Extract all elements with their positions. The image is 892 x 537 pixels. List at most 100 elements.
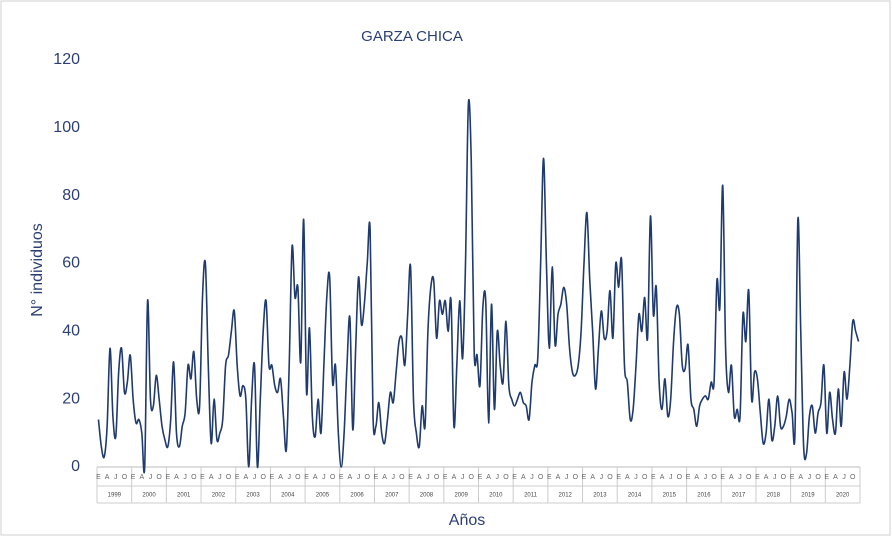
chart-title: GARZA CHICA: [361, 28, 463, 45]
x-tick-label: O: [815, 474, 821, 481]
x-tick-label: E: [824, 474, 829, 481]
x-tick-label: A: [174, 474, 179, 481]
year-label: 2009: [454, 493, 468, 499]
x-tick-label: E: [270, 474, 275, 481]
x-tick-label: A: [105, 474, 110, 481]
x-tick-label: A: [833, 474, 838, 481]
x-tick-label: J: [808, 474, 812, 481]
x-tick-label: J: [114, 474, 118, 481]
x-tick-label: J: [287, 474, 291, 481]
x-tick-label: J: [357, 474, 361, 481]
x-tick-label: E: [755, 474, 760, 481]
x-tick-label: J: [634, 474, 638, 481]
year-label: 2020: [836, 493, 850, 499]
x-tick-label: E: [686, 474, 691, 481]
x-tick-label: A: [417, 474, 422, 481]
year-label: 2004: [281, 493, 295, 499]
y-tick-label: 80: [62, 187, 80, 204]
x-tick-label: E: [651, 474, 656, 481]
x-tick-label: E: [478, 474, 483, 481]
x-tick-label: J: [461, 474, 465, 481]
x-axis-label: Años: [449, 512, 485, 529]
x-tick-label: O: [746, 474, 752, 481]
year-label: 2005: [316, 493, 330, 499]
year-label: 2017: [732, 493, 746, 499]
x-tick-label: E: [512, 474, 517, 481]
x-tick-label: A: [798, 474, 803, 481]
x-tick-label: E: [235, 474, 240, 481]
x-tick-label: O: [781, 474, 787, 481]
x-tick-label: O: [226, 474, 232, 481]
x-tick-label: O: [156, 474, 162, 481]
x-tick-label: E: [96, 474, 101, 481]
x-tick-label: J: [842, 474, 846, 481]
y-tick-label: 100: [53, 119, 80, 136]
x-tick-label: E: [339, 474, 344, 481]
x-tick-label: A: [313, 474, 318, 481]
year-label: 2010: [489, 493, 503, 499]
x-tick-label: A: [139, 474, 144, 481]
year-label: 2012: [559, 493, 573, 499]
data-line: [97, 98, 860, 474]
x-tick-label: O: [677, 474, 683, 481]
x-tick-label: E: [720, 474, 725, 481]
x-tick-label: A: [486, 474, 491, 481]
year-label: 2001: [177, 493, 191, 499]
x-tick-label: J: [391, 474, 395, 481]
x-tick-label: O: [260, 474, 266, 481]
x-tick-label: E: [582, 474, 587, 481]
year-label: 2007: [385, 493, 399, 499]
x-tick-label: O: [573, 474, 579, 481]
x-tick-label: E: [443, 474, 448, 481]
x-tick-label: J: [738, 474, 742, 481]
x-tick-label: J: [253, 474, 257, 481]
year-label: 2015: [663, 493, 677, 499]
x-tick-label: O: [365, 474, 371, 481]
x-tick-label: O: [191, 474, 197, 481]
x-tick-label: A: [521, 474, 526, 481]
x-tick-label: O: [330, 474, 336, 481]
x-tick-label: A: [729, 474, 734, 481]
year-label: 2014: [628, 493, 642, 499]
x-tick-label: A: [278, 474, 283, 481]
y-axis-label: N° individuos: [29, 223, 46, 317]
x-tick-label: O: [642, 474, 648, 481]
x-tick-label: A: [348, 474, 353, 481]
x-tick-label: A: [452, 474, 457, 481]
x-tick-label: J: [704, 474, 708, 481]
x-tick-label: J: [183, 474, 187, 481]
y-tick-label: 20: [62, 390, 80, 407]
x-tick-label: J: [496, 474, 500, 481]
x-tick-label: A: [209, 474, 214, 481]
x-tick-label: O: [607, 474, 613, 481]
x-tick-label: O: [295, 474, 301, 481]
x-tick-label: E: [790, 474, 795, 481]
year-label: 2018: [767, 493, 781, 499]
x-tick-label: E: [165, 474, 170, 481]
x-tick-label: E: [408, 474, 413, 481]
x-tick-label: E: [200, 474, 205, 481]
x-tick-label: A: [694, 474, 699, 481]
year-label: 2013: [593, 493, 607, 499]
x-tick-label: O: [538, 474, 544, 481]
x-tick-label: E: [131, 474, 136, 481]
x-tick-label: A: [244, 474, 249, 481]
x-tick-label: O: [503, 474, 509, 481]
x-tick-label: J: [218, 474, 222, 481]
x-tick-label: O: [469, 474, 475, 481]
x-tick-label: J: [773, 474, 777, 481]
x-tick-label: O: [711, 474, 717, 481]
year-label: 1999: [108, 493, 122, 499]
x-tick-label: O: [850, 474, 856, 481]
x-tick-label: J: [669, 474, 673, 481]
x-tick-label: A: [590, 474, 595, 481]
x-tick-label: O: [399, 474, 405, 481]
year-label: 2006: [350, 493, 364, 499]
year-label: 2011: [524, 493, 538, 499]
x-tick-label: J: [530, 474, 534, 481]
year-label: 2002: [212, 493, 226, 499]
x-tick-label: A: [625, 474, 630, 481]
x-tick-label: J: [149, 474, 153, 481]
